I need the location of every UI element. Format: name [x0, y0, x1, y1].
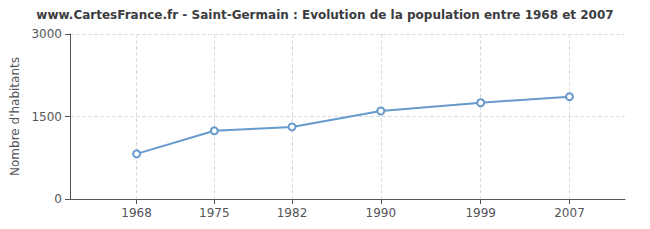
- svg-text:2007: 2007: [554, 206, 585, 220]
- svg-text:www.CartesFrance.fr - Saint-Ge: www.CartesFrance.fr - Saint-Germain : Ev…: [36, 8, 613, 22]
- svg-text:1968: 1968: [121, 206, 152, 220]
- svg-text:1990: 1990: [366, 206, 397, 220]
- svg-text:1999: 1999: [465, 206, 496, 220]
- svg-text:3000: 3000: [31, 27, 62, 41]
- svg-text:Nombre d'habitants: Nombre d'habitants: [8, 57, 22, 176]
- svg-text:1500: 1500: [31, 110, 62, 124]
- svg-text:0: 0: [54, 192, 62, 206]
- svg-text:1975: 1975: [199, 206, 230, 220]
- svg-text:1982: 1982: [277, 206, 308, 220]
